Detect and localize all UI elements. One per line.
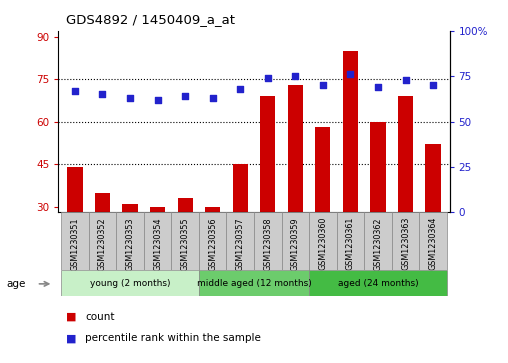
Point xyxy=(71,88,79,94)
Bar xyxy=(337,212,364,270)
Bar xyxy=(392,212,419,270)
Text: GSM1230362: GSM1230362 xyxy=(373,217,383,270)
Text: middle aged (12 months): middle aged (12 months) xyxy=(197,279,311,287)
Point xyxy=(236,86,244,92)
Text: GSM1230351: GSM1230351 xyxy=(71,217,79,270)
Point xyxy=(181,93,189,99)
Text: GSM1230356: GSM1230356 xyxy=(208,217,217,270)
Bar xyxy=(343,51,358,292)
Text: aged (24 months): aged (24 months) xyxy=(338,279,418,287)
Bar xyxy=(144,212,171,270)
Point xyxy=(126,95,134,101)
Bar xyxy=(281,212,309,270)
Bar xyxy=(398,96,413,292)
Bar xyxy=(205,207,220,292)
Point xyxy=(429,82,437,88)
Bar xyxy=(315,127,330,292)
Text: GDS4892 / 1450409_a_at: GDS4892 / 1450409_a_at xyxy=(66,13,235,26)
Bar xyxy=(227,212,254,270)
Bar xyxy=(116,212,144,270)
Text: ■: ■ xyxy=(66,333,77,343)
Point xyxy=(346,72,355,77)
Point xyxy=(401,77,409,83)
Bar xyxy=(419,212,447,270)
Point xyxy=(319,82,327,88)
Point xyxy=(209,95,217,101)
Bar xyxy=(199,270,309,296)
Bar xyxy=(288,85,303,292)
Text: GSM1230359: GSM1230359 xyxy=(291,217,300,271)
Bar xyxy=(309,270,447,296)
Text: GSM1230355: GSM1230355 xyxy=(181,217,189,271)
Bar xyxy=(171,212,199,270)
Bar xyxy=(95,192,110,292)
Text: ■: ■ xyxy=(66,311,77,322)
Text: count: count xyxy=(85,311,115,322)
Point xyxy=(374,84,382,90)
Bar xyxy=(178,198,193,292)
Text: GSM1230363: GSM1230363 xyxy=(401,217,410,270)
Text: GSM1230353: GSM1230353 xyxy=(125,217,135,270)
Text: GSM1230360: GSM1230360 xyxy=(319,217,327,270)
Bar xyxy=(233,164,248,292)
Text: GSM1230358: GSM1230358 xyxy=(263,217,272,270)
Bar xyxy=(370,122,386,292)
Bar xyxy=(89,212,116,270)
Text: GSM1230364: GSM1230364 xyxy=(429,217,437,270)
Bar xyxy=(260,96,275,292)
Bar xyxy=(68,167,82,292)
Bar xyxy=(426,144,440,292)
Point xyxy=(264,75,272,81)
Text: GSM1230361: GSM1230361 xyxy=(346,217,355,270)
Text: GSM1230357: GSM1230357 xyxy=(236,217,245,271)
Bar xyxy=(61,212,89,270)
Point xyxy=(291,73,299,79)
Bar xyxy=(122,204,138,292)
Text: GSM1230352: GSM1230352 xyxy=(98,217,107,271)
Bar xyxy=(254,212,281,270)
Bar xyxy=(364,212,392,270)
Bar xyxy=(309,212,337,270)
Bar xyxy=(61,270,199,296)
Bar xyxy=(150,207,165,292)
Point xyxy=(153,97,162,103)
Bar xyxy=(199,212,227,270)
Text: young (2 months): young (2 months) xyxy=(90,279,170,287)
Point xyxy=(99,91,107,97)
Text: percentile rank within the sample: percentile rank within the sample xyxy=(85,333,261,343)
Text: age: age xyxy=(7,279,26,289)
Text: GSM1230354: GSM1230354 xyxy=(153,217,162,270)
